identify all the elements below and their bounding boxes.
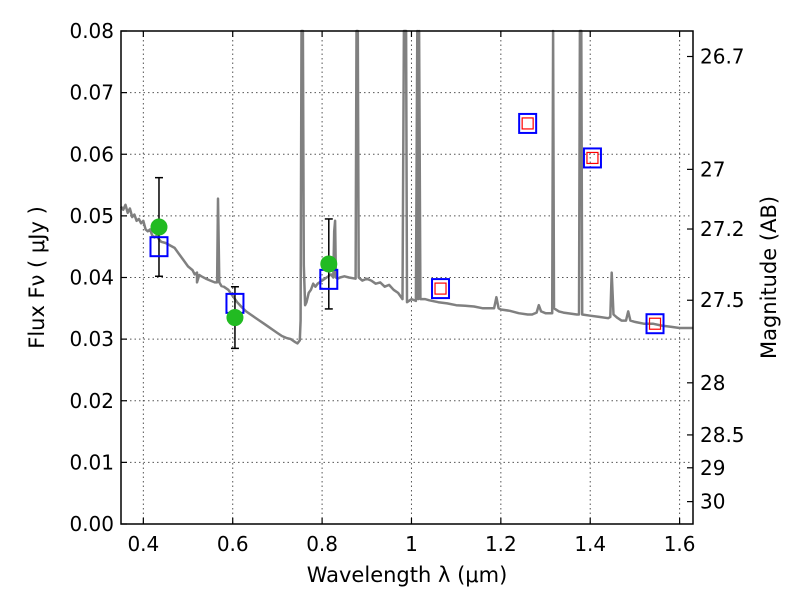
right-tick-label: 29 <box>700 456 725 480</box>
y-tick-label: 0.05 <box>69 204 114 228</box>
right-tick-label: 27.2 <box>700 217 745 241</box>
model-box-marker <box>149 236 169 258</box>
y-tick-label: 0.07 <box>69 81 114 105</box>
y-tick-label: 0.06 <box>69 142 114 166</box>
x-tick-label: 1 <box>405 532 418 556</box>
model-inner-marker <box>434 282 447 295</box>
y-tick-label: 0.00 <box>69 512 114 536</box>
spectrum-line <box>119 29 693 345</box>
model-inner-marker <box>521 117 534 130</box>
photometry-markers <box>149 112 665 350</box>
right-tick-label: 27 <box>700 157 725 181</box>
y-tick-label: 0.01 <box>69 450 114 474</box>
spectrum-series <box>119 29 693 345</box>
x-tick-label: 0.8 <box>306 532 338 556</box>
observed-point <box>150 218 168 236</box>
right-tick-label: 28.5 <box>700 423 745 447</box>
y-tick-label: 0.02 <box>69 389 114 413</box>
x-tick-label: 1.2 <box>485 532 517 556</box>
model-box-marker <box>645 313 665 335</box>
axis-ticks: 0.4 0.6 0.8 1 1.2 1.4 1.6 0.00 0.01 0.02 0.03 0.04 0… <box>69 19 744 556</box>
y-tick-label: 0.04 <box>69 266 114 290</box>
x-tick-label: 1.6 <box>664 532 696 556</box>
model-inner-marker <box>648 317 662 330</box>
model-box-marker <box>518 112 538 134</box>
model-box-marker <box>431 278 451 300</box>
y-tick-label: 0.08 <box>69 19 114 43</box>
y-axis-label: Flux Fν ( μJy ) <box>25 206 49 349</box>
y-tick-label: 0.03 <box>69 327 114 351</box>
observed-point <box>320 255 338 273</box>
x-tick-label: 0.6 <box>217 532 249 556</box>
model-box-marker <box>582 147 602 169</box>
x-tick-label: 0.4 <box>127 532 159 556</box>
right-tick-label: 26.7 <box>700 44 745 68</box>
model-inner-marker <box>586 151 599 165</box>
x-tick-label: 1.4 <box>574 532 606 556</box>
right-tick-label: 27.5 <box>700 288 745 312</box>
x-axis-label: Wavelength λ (μm) <box>307 563 508 587</box>
right-tick-label: 30 <box>700 490 725 514</box>
right-axis-label: Magnitude (AB) <box>757 196 781 359</box>
right-tick-label: 28 <box>700 371 725 395</box>
observed-point <box>226 309 244 327</box>
